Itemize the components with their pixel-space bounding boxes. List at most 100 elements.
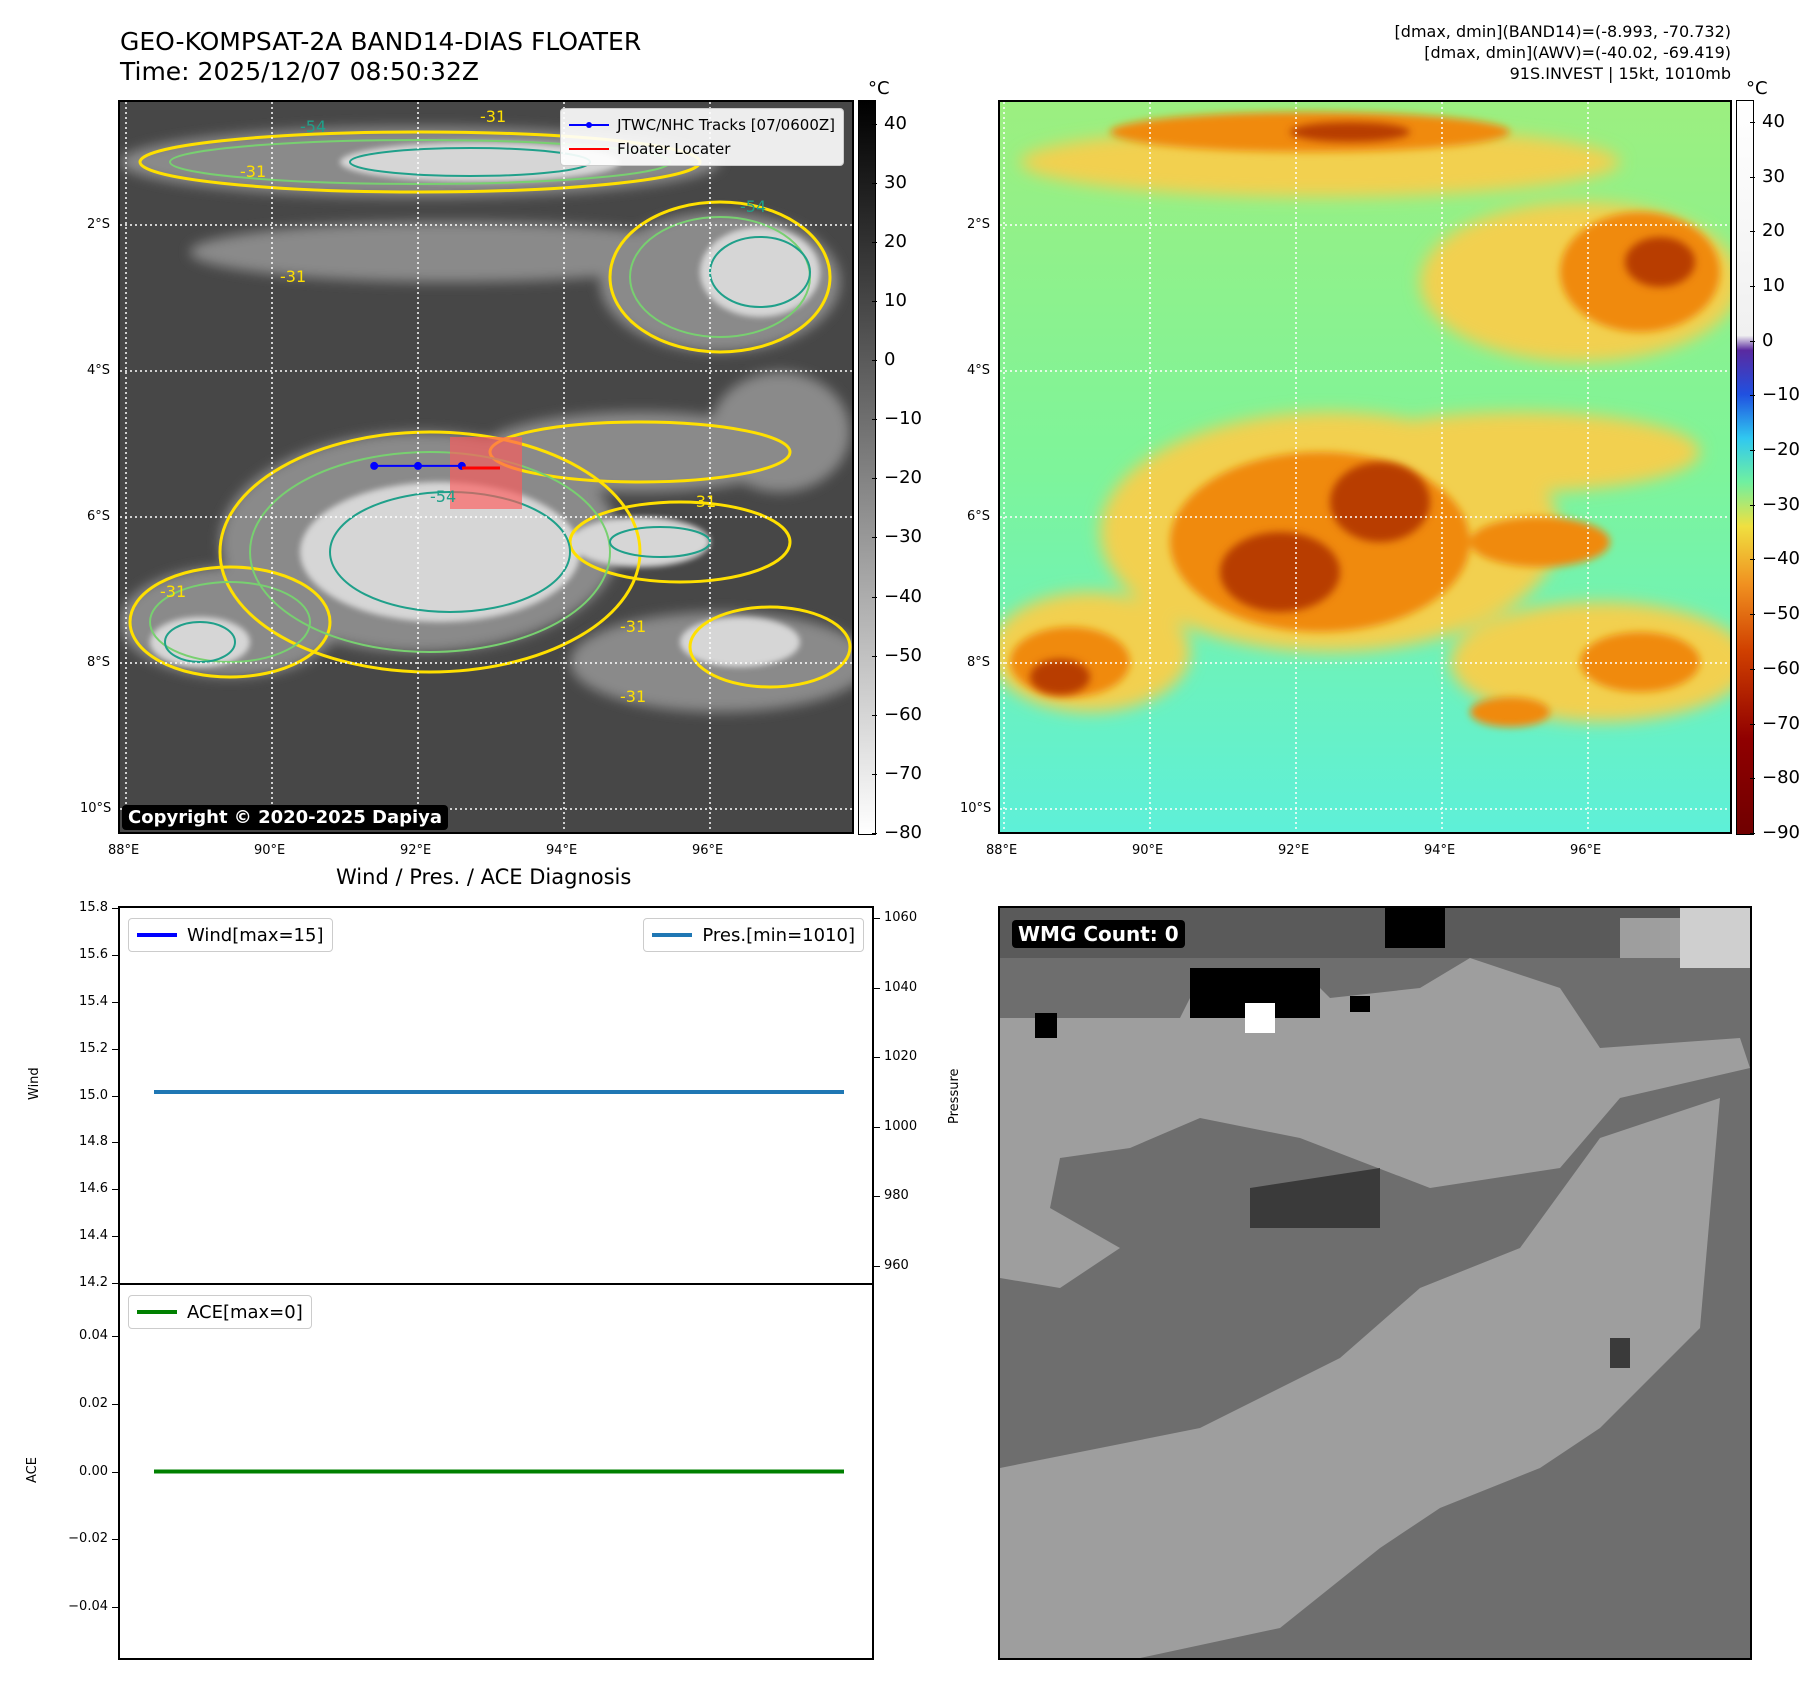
axis-tick-mark xyxy=(874,987,880,989)
legend-item-floater: Floater Locater xyxy=(569,137,835,161)
ir-map-panel: -31 -54 -31 -54 -31 -54 -31 -31 -31 -31 … xyxy=(118,100,854,834)
colorbar-tick-mark xyxy=(1750,833,1755,834)
axis-tick-label: 0.00 xyxy=(79,1463,108,1479)
axis-tick-label: 15.0 xyxy=(79,1087,108,1103)
colorbar-tick-mark xyxy=(872,537,877,539)
axis-tick-label: 15.6 xyxy=(79,946,108,962)
info-band14: [dmax, dmin](BAND14)=(-8.993, -70.732) xyxy=(1394,22,1731,41)
colorbar-tick-label: −10 xyxy=(1762,384,1800,406)
axis-tick-label: 0.02 xyxy=(79,1395,108,1411)
colorbar-tick-label: 20 xyxy=(1762,220,1785,242)
lon-tick: 88°E xyxy=(108,843,140,858)
lat-tick: 4°S xyxy=(967,363,991,378)
awv-colorbar xyxy=(1736,100,1754,835)
ir-colorbar xyxy=(858,100,876,835)
axis-tick-label: 15.2 xyxy=(79,1040,108,1056)
axis-tick-label: 15.4 xyxy=(79,993,108,1009)
lon-tick: 90°E xyxy=(254,843,286,858)
lat-tick: 4°S xyxy=(87,363,111,378)
jtwc-track xyxy=(370,461,466,470)
figure-title: GEO-KOMPSAT-2A BAND14-DIAS FLOATER xyxy=(120,27,642,56)
lon-tick: 92°E xyxy=(1278,843,1310,858)
ir-map-image: -31 -54 -31 -54 -31 -54 -31 -31 -31 -31 xyxy=(120,102,852,832)
axis-tick-label: 0.04 xyxy=(79,1327,108,1343)
wind-pressure-plot-area xyxy=(154,1090,844,1095)
colorbar-tick-label: −20 xyxy=(1762,439,1800,461)
colorbar-tick-label: −30 xyxy=(1762,493,1800,515)
colorbar-tick-mark xyxy=(872,182,877,184)
lat-tick: 10°S xyxy=(80,801,112,816)
colorbar-tick-mark xyxy=(1750,231,1755,233)
colorbar-tick-mark xyxy=(872,596,877,598)
legend-label: Pres.[min=1010] xyxy=(702,924,855,946)
axis-tick-mark xyxy=(112,1189,118,1191)
colorbar-tick-mark xyxy=(1750,450,1755,452)
pressure-axis-label: Pressure xyxy=(947,1068,962,1124)
colorbar-tick-label: 10 xyxy=(1762,274,1785,296)
ace-plot: ACE[max=0] xyxy=(118,1283,874,1660)
axis-tick-mark xyxy=(112,1283,118,1284)
colorbar-tick-mark xyxy=(1750,559,1755,561)
contour-label: -54 xyxy=(430,487,456,506)
colorbar-tick-mark xyxy=(1750,340,1755,342)
colorbar-tick-mark xyxy=(1750,395,1755,397)
colorbar-tick-label: −40 xyxy=(884,585,922,607)
axis-tick-mark xyxy=(112,1142,118,1144)
contour-label: -31 xyxy=(620,687,646,706)
copyright-badge: Copyright © 2020-2025 Dapiya xyxy=(122,805,449,830)
info-storm: 91S.INVEST | 15kt, 1010mb xyxy=(1509,64,1731,83)
colorbar-tick-mark xyxy=(872,360,877,362)
lat-tick: 6°S xyxy=(87,509,111,524)
colorbar-tick-mark xyxy=(872,655,877,657)
colorbar-tick-mark xyxy=(872,300,877,302)
diagnosis-title: Wind / Pres. / ACE Diagnosis xyxy=(336,865,632,889)
axis-tick-mark xyxy=(112,954,118,956)
figure-time: Time: 2025/12/07 08:50:32Z xyxy=(120,57,479,86)
lat-tick: 8°S xyxy=(87,655,111,670)
colorbar-tick-label: −80 xyxy=(1762,767,1800,789)
wmg-count-badge: WMG Count: 0 xyxy=(1012,920,1185,948)
contour-label: -31 xyxy=(240,162,266,181)
axis-tick-mark xyxy=(112,1048,118,1050)
legend-label: ACE[max=0] xyxy=(187,1301,303,1323)
colorbar-tick-label: 10 xyxy=(884,289,907,311)
colorbar-tick-label: −80 xyxy=(884,822,922,843)
axis-tick-mark xyxy=(112,1471,118,1473)
axis-tick-label: 14.6 xyxy=(79,1181,108,1197)
axis-tick-label: 1060 xyxy=(884,910,918,926)
axis-tick-mark xyxy=(874,1196,880,1198)
colorbar-tick-mark xyxy=(872,419,877,421)
colorbar-tick-label: 0 xyxy=(884,349,896,371)
colorbar-tick-label: 40 xyxy=(884,112,907,134)
colorbar-tick-mark xyxy=(872,478,877,480)
axis-tick-label: −0.02 xyxy=(68,1531,108,1547)
axis-tick-label: 14.4 xyxy=(79,1228,108,1244)
axis-tick-label: 1040 xyxy=(884,979,918,995)
colorbar-tick-label: 40 xyxy=(1762,110,1785,132)
awv-colorbar-unit: °C xyxy=(1746,78,1768,99)
axis-tick-mark xyxy=(112,1001,118,1003)
colorbar-tick-mark xyxy=(872,833,877,834)
colorbar-tick-mark xyxy=(872,714,877,716)
colorbar-tick-mark xyxy=(1750,121,1755,123)
axis-tick-mark xyxy=(112,1095,118,1097)
colorbar-tick-label: −50 xyxy=(884,644,922,666)
axis-tick-mark xyxy=(874,1126,880,1128)
ace-axis-label: ACE xyxy=(25,1457,40,1483)
colorbar-tick-label: −70 xyxy=(1762,712,1800,734)
track-point xyxy=(414,461,422,470)
contour-label: -31 xyxy=(690,492,716,511)
floater-locator-box xyxy=(450,437,522,509)
axis-tick-mark xyxy=(112,1236,118,1238)
legend-label: Floater Locater xyxy=(617,140,731,158)
legend-label: JTWC/NHC Tracks [07/0600Z] xyxy=(617,116,835,134)
lat-tick: 2°S xyxy=(967,217,991,232)
colorbar-tick-label: −90 xyxy=(1762,822,1800,843)
colorbar-tick-mark xyxy=(1750,504,1755,506)
lat-tick: 2°S xyxy=(87,217,111,232)
lon-tick: 88°E xyxy=(986,843,1018,858)
colorbar-tick-mark xyxy=(1750,778,1755,780)
colorbar-tick-mark xyxy=(872,123,877,125)
colorbar-tick-label: −70 xyxy=(884,762,922,784)
pressure-legend: Pres.[min=1010] xyxy=(643,918,864,952)
